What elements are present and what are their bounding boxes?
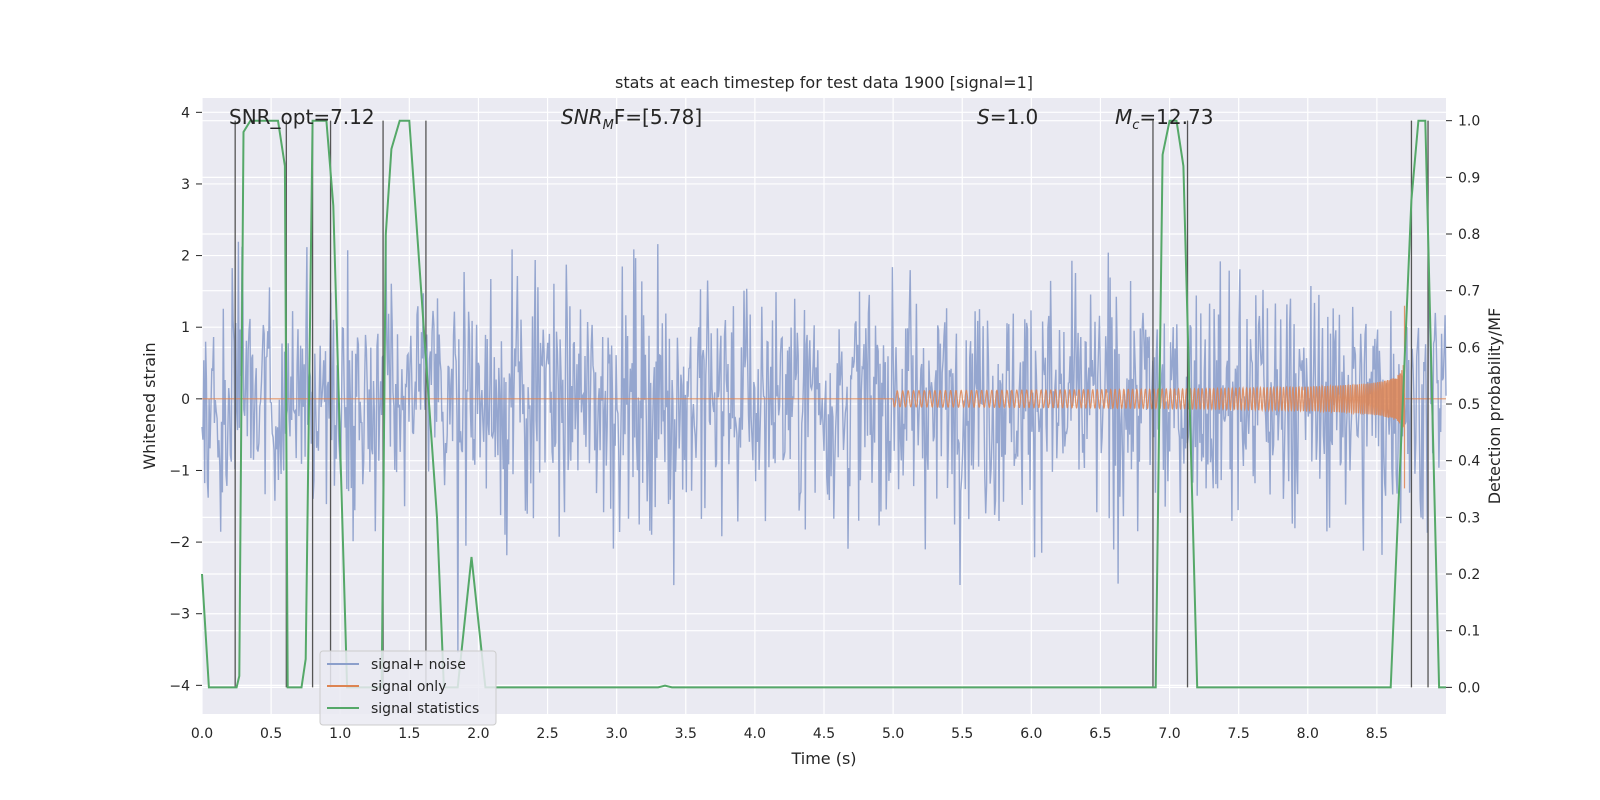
signal-noise-line: [201, 240, 1447, 653]
legend: signal+ noise signal only signal statist…: [319, 650, 497, 726]
x-tick-label: 0.5: [260, 726, 282, 742]
mc-rest: =12.73: [1139, 105, 1213, 129]
mc-base: M: [1115, 105, 1132, 129]
y-right-tick-label: 0.5: [1458, 397, 1480, 413]
snr-mf-annotation: SNRMF=[5.78]: [561, 105, 702, 133]
x-axis-ticks: 0.0 0.5 1.0 1.5 2.0 2.5 3.0 3.5 4.0 4.5 5.0 5.5 6.0 6…: [191, 726, 1388, 742]
x-tick-label: 3.0: [606, 726, 628, 742]
signal-statistics-line: [201, 119, 1446, 689]
x-tick-label: 5.0: [882, 726, 904, 742]
y-right-tick-label: 0.1: [1458, 624, 1480, 640]
y-right-axis-ticks: 1.0 0.9 0.8 0.7 0.6 0.5 0.4 0.3 0.2 0.1 0.0: [1446, 114, 1480, 696]
x-tick-label: 6.5: [1089, 726, 1111, 742]
x-tick-label: 0.0: [191, 726, 213, 742]
legend-label-signal-statistics: signal statistics: [371, 701, 479, 717]
x-tick-label: 7.5: [1228, 726, 1250, 742]
y-right-tick-label: 0.8: [1458, 227, 1480, 243]
y-right-tick-label: 0.2: [1458, 567, 1480, 583]
snr-opt-annotation: SNR_opt=7.12: [229, 105, 375, 129]
y-tick-label: 4: [181, 105, 190, 121]
grid: [201, 98, 1446, 714]
chart-title: stats at each timestep for test data 190…: [615, 73, 1033, 92]
y-tick-label: −1: [169, 463, 190, 479]
x-tick-label: 5.5: [951, 726, 973, 742]
y-right-tick-label: 0.6: [1458, 340, 1480, 356]
y-tick-label: 0: [181, 392, 190, 408]
legend-label-signal-noise: signal+ noise: [371, 657, 466, 673]
s-rest: =1.0: [990, 105, 1039, 129]
x-tick-label: 7.0: [1158, 726, 1180, 742]
mc-annotation: Mc=12.73: [1115, 105, 1213, 133]
x-tick-label: 2.0: [467, 726, 489, 742]
x-tick-label: 4.5: [813, 726, 835, 742]
y-right-tick-label: 0.0: [1458, 680, 1480, 696]
y-tick-label: −3: [169, 607, 190, 623]
signal-only-series: [202, 305, 1446, 489]
x-tick-label: 2.5: [536, 726, 558, 742]
s-base: S: [977, 105, 990, 129]
y-right-tick-label: 0.7: [1458, 284, 1480, 300]
y-axis-ticks: 4 3 2 1 0 −1 −2 −3 −4: [169, 105, 202, 694]
y-right-tick-label: 1.0: [1458, 114, 1480, 130]
x-tick-label: 3.5: [675, 726, 697, 742]
y-axis-label: Whitened strain: [140, 342, 159, 469]
legend-box: [319, 650, 497, 726]
mc-sub: c: [1132, 118, 1139, 133]
y-tick-label: 1: [181, 320, 190, 336]
y-right-axis-label: Detection probability/MF: [1485, 308, 1504, 505]
y-tick-label: 3: [181, 177, 190, 193]
y-tick-label: 2: [181, 249, 190, 265]
y-tick-label: −4: [169, 678, 190, 694]
x-tick-label: 1.0: [329, 726, 351, 742]
y-right-tick-label: 0.3: [1458, 510, 1480, 526]
legend-label-signal-only: signal only: [371, 679, 446, 695]
y-tick-label: −2: [169, 535, 190, 551]
s-annotation: S=1.0: [977, 105, 1038, 129]
signal-noise-series: [201, 240, 1447, 653]
x-tick-label: 1.5: [398, 726, 420, 742]
x-tick-label: 6.0: [1020, 726, 1042, 742]
snr-mf-rest: F=[5.78]: [614, 105, 702, 129]
signal-statistics-series: [201, 119, 1446, 689]
x-tick-label: 8.0: [1297, 726, 1319, 742]
x-tick-label: 8.5: [1366, 726, 1388, 742]
signal-only-line: [202, 305, 1446, 489]
snr-mf-sub: M: [603, 118, 614, 133]
y-right-tick-label: 0.4: [1458, 454, 1480, 470]
x-axis-label: Time (s): [790, 749, 856, 768]
x-tick-label: 4.0: [744, 726, 766, 742]
y-right-tick-label: 0.9: [1458, 170, 1480, 186]
snr-mf-base: SNR: [561, 105, 603, 129]
